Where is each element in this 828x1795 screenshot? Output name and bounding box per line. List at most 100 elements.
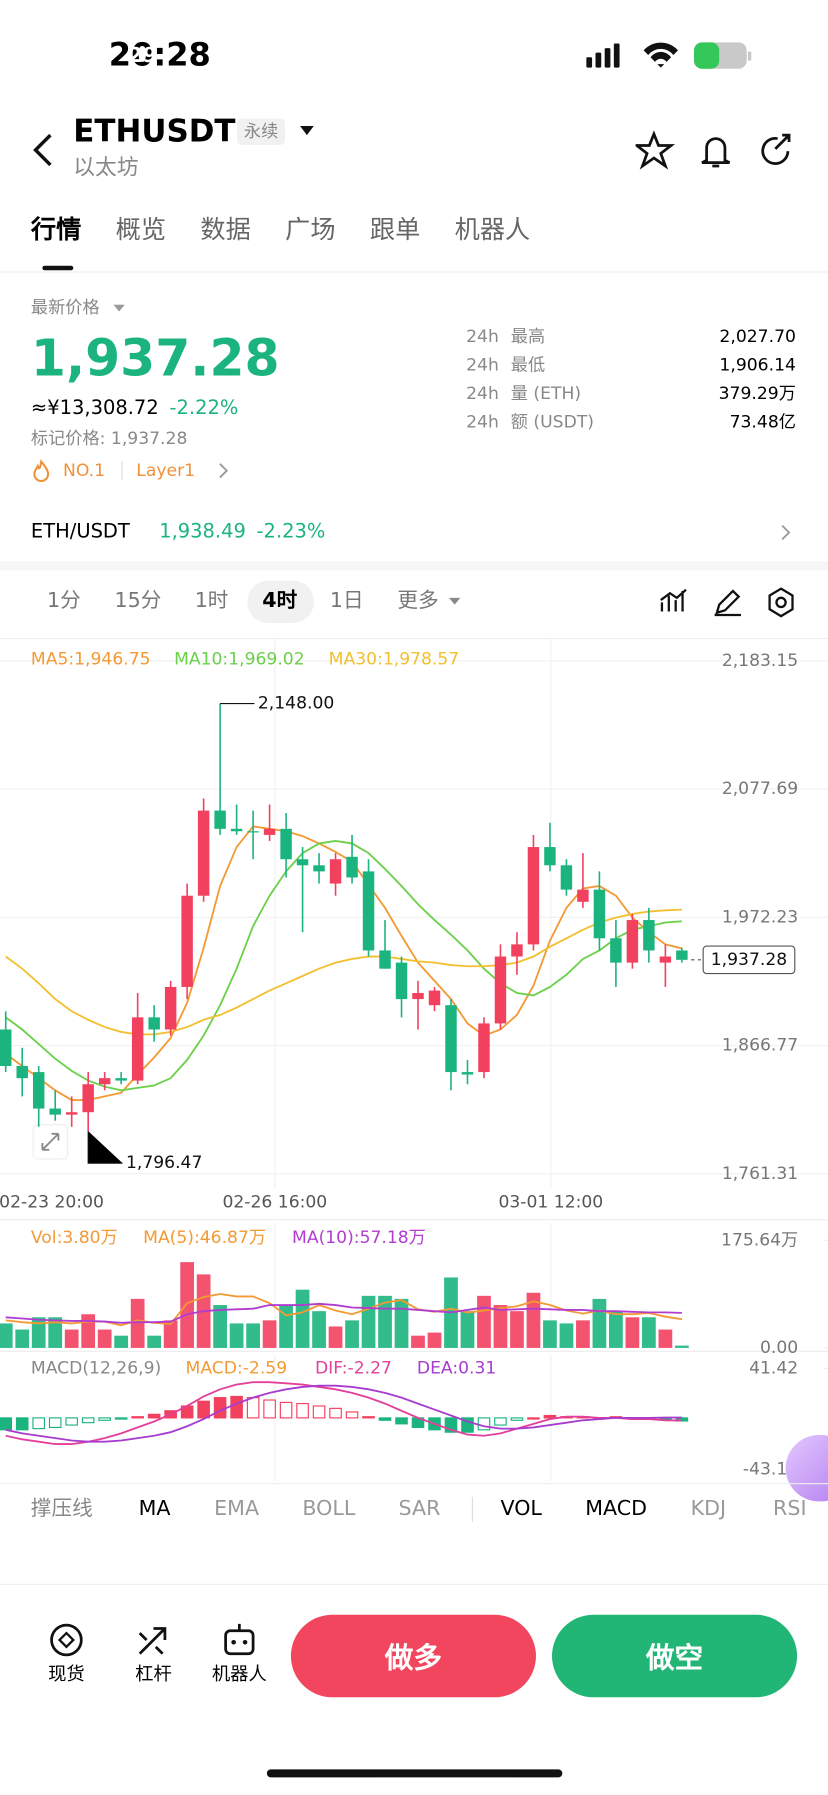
- spot-pair[interactable]: ETH/USDT: [30, 520, 130, 544]
- macd-bar: [494, 1417, 507, 1426]
- candle-body: [346, 856, 358, 878]
- interval[interactable]: 1日: [329, 588, 364, 613]
- macd-bar: [362, 1416, 375, 1419]
- indicator[interactable]: 撑压线: [30, 1496, 93, 1521]
- x-tick-label: 03-01 12:00: [498, 1192, 603, 1212]
- macd-bar: [147, 1413, 161, 1419]
- more-dropdown[interactable]: [448, 597, 461, 606]
- macd-line: [5, 1381, 682, 1446]
- y-tick-label: 2,077.69: [722, 779, 798, 799]
- candle-body: [82, 1084, 94, 1113]
- macd-bar: [543, 1414, 557, 1419]
- action-label[interactable]: 现货: [48, 1662, 85, 1685]
- volume-bar: [147, 1335, 162, 1348]
- header-icons[interactable]: [635, 130, 808, 172]
- macd-bar: [378, 1417, 392, 1421]
- volume-bar: [674, 1345, 689, 1348]
- macd-bar: [15, 1417, 29, 1431]
- divider: [0, 1483, 828, 1485]
- candle-body: [148, 1017, 160, 1030]
- sector-tag[interactable]: Layer1: [136, 459, 196, 481]
- price-change: -2.22%: [169, 396, 239, 420]
- candle-body: [395, 962, 408, 1000]
- chart-tools[interactable]: [659, 586, 796, 618]
- tab[interactable]: 概览: [115, 216, 167, 246]
- indicator[interactable]: SAR: [398, 1496, 441, 1521]
- macd-bar: [0, 1417, 13, 1431]
- candle-body: [49, 1108, 61, 1115]
- back-button[interactable]: [30, 133, 57, 167]
- y-tick-label: 0.00: [760, 1338, 798, 1358]
- volume-bar: [81, 1314, 96, 1348]
- stat-value: 2,027.70: [719, 325, 796, 347]
- volume-bar: [279, 1305, 293, 1348]
- long-button[interactable]: 做多: [290, 1614, 536, 1698]
- volume-bar: [427, 1332, 442, 1348]
- low-label: 1,796.47: [126, 1153, 202, 1173]
- action-label[interactable]: 杠杆: [135, 1662, 172, 1685]
- candle-body: [577, 889, 589, 902]
- symbol[interactable]: ETHUSDT: [73, 113, 236, 150]
- macd-bar: [197, 1400, 210, 1419]
- chevron[interactable]: [780, 525, 791, 541]
- volume-bar: [130, 1298, 145, 1348]
- legend-label: MA5:1,946.75: [31, 650, 151, 670]
- symbol-dropdown[interactable]: [299, 125, 315, 136]
- stat-name: 额 (USDT): [510, 411, 595, 433]
- stat-value: 73.48亿: [729, 411, 796, 433]
- battery-level: 29: [128, 43, 157, 68]
- legend-label: MA(5):46.87万: [143, 1228, 266, 1248]
- candle-body: [461, 1072, 474, 1075]
- ma-line: [5, 908, 682, 1036]
- stat-name: 最高: [510, 325, 546, 347]
- volume-bar: [526, 1292, 541, 1348]
- volume-bar: [543, 1320, 557, 1348]
- short-button[interactable]: 做空: [552, 1614, 798, 1698]
- macd-bar: [527, 1417, 540, 1420]
- ma-line: [5, 840, 682, 1092]
- indicator[interactable]: VOL: [500, 1496, 542, 1521]
- volume-bar: [229, 1323, 244, 1348]
- indicator[interactable]: RSI: [773, 1496, 807, 1521]
- interval[interactable]: 15分: [114, 588, 162, 613]
- tab[interactable]: 机器人: [454, 216, 531, 246]
- indicator[interactable]: MACD: [585, 1496, 648, 1521]
- tab[interactable]: 行情: [30, 216, 82, 246]
- candle-body: [214, 810, 226, 829]
- indicator[interactable]: EMA: [214, 1496, 260, 1521]
- separator: [121, 461, 123, 480]
- candle-body: [478, 1023, 490, 1073]
- macd-bar: [510, 1417, 524, 1421]
- macd-bar: [65, 1417, 78, 1426]
- indicator[interactable]: KDJ: [690, 1496, 727, 1521]
- interval[interactable]: 1分: [46, 588, 81, 613]
- candle-body: [329, 859, 342, 884]
- volume-bar: [312, 1311, 326, 1348]
- indicator[interactable]: BOLL: [302, 1496, 356, 1521]
- status-icons: [586, 42, 752, 69]
- candle-body: [428, 990, 441, 1006]
- tab[interactable]: 广场: [285, 216, 336, 246]
- divider: [0, 637, 828, 640]
- tab[interactable]: 跟单: [369, 216, 421, 246]
- candle-body: [296, 859, 309, 866]
- interval[interactable]: 4时: [262, 588, 298, 613]
- volume-bar: [411, 1335, 425, 1348]
- candle-body: [0, 1029, 12, 1066]
- candle-body: [676, 950, 688, 960]
- stat-period: 24h: [466, 325, 499, 347]
- rank[interactable]: NO.1: [62, 459, 106, 481]
- price-dropdown[interactable]: [113, 304, 125, 313]
- interval[interactable]: 1时: [194, 588, 229, 613]
- interval[interactable]: 更多: [397, 588, 439, 613]
- tab[interactable]: 数据: [200, 216, 251, 246]
- candle-body: [263, 828, 276, 835]
- candle-body: [659, 956, 672, 963]
- macd-bar: [345, 1411, 359, 1419]
- action-label[interactable]: 机器人: [211, 1662, 267, 1685]
- volume-bar: [0, 1323, 13, 1348]
- volume-bar: [510, 1311, 524, 1348]
- volume-bar: [592, 1298, 607, 1348]
- indicator[interactable]: MA: [138, 1496, 171, 1521]
